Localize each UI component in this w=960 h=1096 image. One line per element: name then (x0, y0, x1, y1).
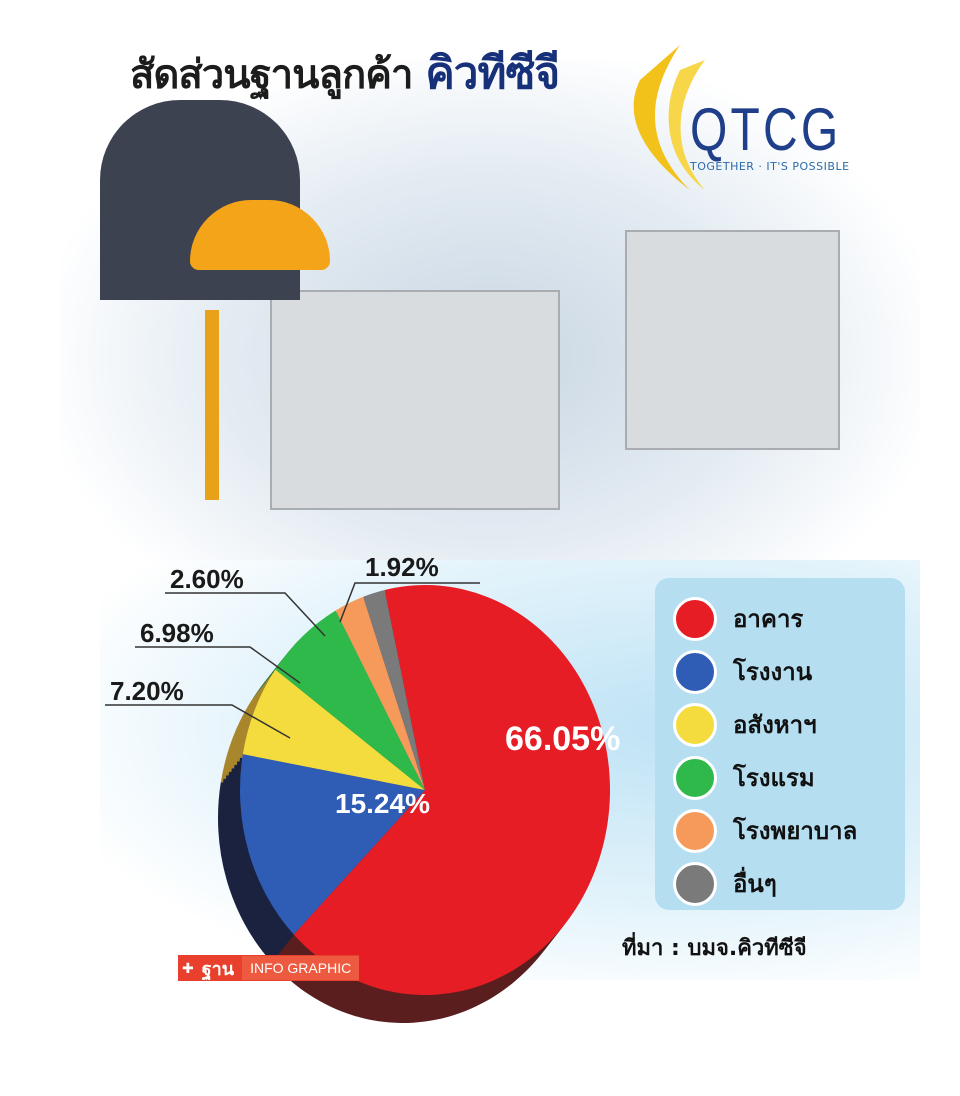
data-label: 66.05% (505, 720, 620, 758)
pie-slice-0 (293, 585, 610, 996)
legend-label: โรงงาน (733, 658, 813, 686)
leader-line (165, 592, 326, 637)
building-illustration (625, 230, 840, 450)
legend-label: โรงพยาบาล (733, 817, 858, 845)
legend-item: อสังหาฯ (673, 698, 905, 751)
thansettakij-badge: ✚ ฐาน INFO GRAPHIC (178, 955, 360, 981)
source-note: ที่มา : บมจ.คิวทีซีจี (622, 936, 807, 961)
legend-item: อาคาร (673, 592, 905, 645)
legend-swatch (673, 808, 717, 853)
logo-tagline: TOGETHER · IT'S POSSIBLE (690, 160, 850, 173)
legend-item: โรงพยาบาล (673, 804, 905, 857)
leader-line (135, 646, 301, 684)
legend-label: อื่นๆ (733, 870, 777, 898)
page-title: สัดส่วนฐานลูกค้า คิวทีซีจี (130, 38, 560, 108)
legend-swatch (673, 861, 717, 906)
construction-photo (60, 60, 920, 600)
legend-label: โรงแรม (733, 764, 815, 792)
data-label: 15.24% (335, 788, 430, 819)
legend-item: โรงแรม (673, 751, 905, 804)
leader-line (339, 582, 480, 623)
legend-label: อสังหาฯ (733, 711, 817, 739)
legend-swatch (673, 649, 717, 694)
badge-label: INFO GRAPHIC (242, 956, 360, 980)
qtcg-logo: QTCG TOGETHER · IT'S POSSIBLE (690, 95, 850, 173)
pie-slice-2 (242, 669, 425, 790)
pie-slice-3 (275, 610, 425, 790)
title-main: สัดส่วนฐานลูกค้า (130, 52, 413, 98)
pie-slice-4 (335, 596, 425, 790)
legend-item: อื่นๆ (673, 857, 905, 910)
title-brand: คิวทีซีจี (425, 48, 560, 99)
plus-icon: ✚ (182, 959, 194, 976)
legend-item: โรงงาน (673, 645, 905, 698)
data-label: 1.92% (365, 552, 439, 582)
legend-swatch (673, 755, 717, 800)
legend: อาคารโรงงานอสังหาฯโรงแรมโรงพยาบาลอื่นๆ (655, 578, 905, 910)
pie-slice-5 (363, 589, 425, 790)
data-label: 2.60% (170, 564, 244, 594)
building-illustration (270, 290, 560, 510)
crane-illustration (205, 310, 219, 500)
pie-slice-1 (240, 754, 425, 935)
badge-brand: ฐาน (201, 958, 235, 979)
logo-text: QTCG (690, 96, 842, 163)
data-label: 6.98% (140, 618, 214, 648)
legend-swatch (673, 596, 717, 641)
data-label: 7.20% (110, 676, 184, 706)
legend-swatch (673, 702, 717, 747)
leader-line (105, 704, 291, 739)
legend-label: อาคาร (733, 605, 804, 633)
qtcg-logo-petals (633, 45, 705, 190)
